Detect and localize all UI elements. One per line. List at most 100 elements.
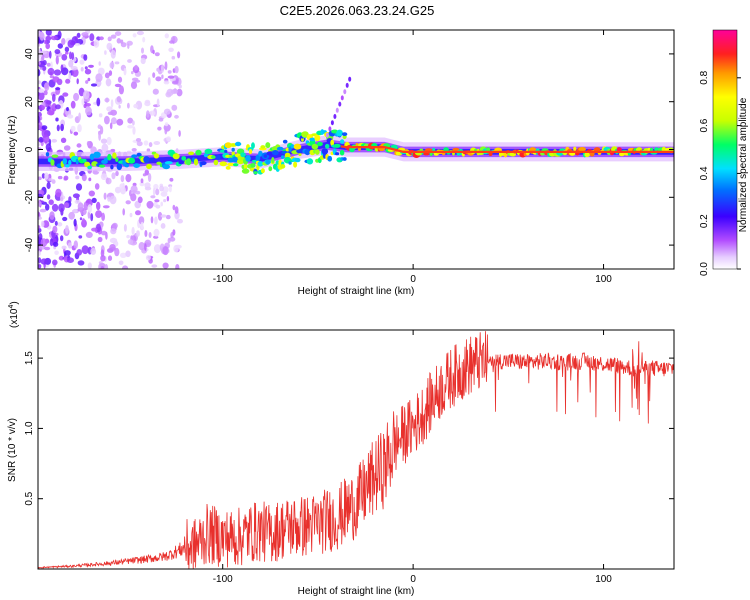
spectrogram-noise-blob: [58, 255, 65, 261]
spectrogram-noise-blob: [44, 172, 49, 180]
spectrogram-noise-blob: [81, 98, 85, 106]
spectrogram-noise-blob: [73, 218, 77, 227]
spectrogram-noise-blob: [157, 126, 162, 131]
spectrogram-noise-blob: [110, 49, 116, 59]
spectrogram-noise-blob: [169, 40, 175, 44]
spectrogram-noise-blob: [54, 49, 61, 55]
spectrogram-noise-blob: [178, 130, 181, 137]
spectrogram-noise-blob: [132, 120, 135, 126]
spectrogram-noise-blob: [52, 225, 58, 234]
spectrogram-noise-blob: [109, 195, 117, 205]
spectrogram-noise-blob: [67, 242, 72, 249]
spectrogram-noise-blob: [43, 90, 48, 96]
spectrogram-noise-blob: [54, 250, 59, 256]
spectrogram-y-tick-label: -20: [24, 190, 35, 205]
spectrogram-noise-blob: [153, 244, 162, 254]
spectrogram-ridge-patch: [258, 150, 263, 157]
spectrogram-noise-blob: [85, 231, 93, 238]
colorbar-tick-label: 0.6: [699, 118, 710, 132]
spectrogram-noise-blob: [100, 249, 105, 257]
spectrogram-ridge-patch: [423, 152, 430, 156]
spectrogram-noise-blob: [171, 80, 179, 85]
spectrogram-noise-blob: [51, 138, 58, 143]
spectrogram-noise-blob: [161, 74, 164, 79]
spectrogram-noise-blob: [119, 183, 125, 190]
spectrogram-noise-blob: [145, 255, 151, 261]
spectrogram-noise-blob: [120, 252, 127, 258]
spectrogram-noise-blob: [163, 108, 171, 115]
spectrogram-noise-blob: [61, 38, 66, 45]
spectrogram-noise-blob: [84, 66, 88, 70]
spectrogram-ridge-patch: [271, 157, 275, 164]
spectrogram-noise-blob: [38, 200, 42, 207]
spectrogram-noise-blob: [155, 188, 160, 196]
spectrogram-noise-blob: [63, 175, 69, 181]
spectrogram-noise-blob: [40, 258, 48, 265]
spectrogram-noise-blob: [111, 172, 116, 180]
spectrogram-noise-blob: [82, 90, 90, 100]
spectrogram-noise-blob: [153, 228, 160, 237]
spectrogram-ridge-patch: [193, 158, 199, 166]
spectrogram-noise-blob: [120, 42, 127, 48]
spectrogram-noise-blob: [90, 247, 97, 255]
spectrogram-noise-blob: [166, 195, 170, 202]
spectrogram-ridge-patch: [82, 158, 87, 163]
spectrogram-ridge-patch: [98, 164, 106, 168]
spectrogram-noise-blob: [151, 264, 158, 268]
spectrogram-noise-blob: [61, 245, 67, 250]
spectrogram-noise-blob: [97, 81, 102, 86]
spectrogram-ridge-patch: [296, 149, 304, 154]
spectrogram-noise-blob: [160, 214, 167, 218]
spectrogram-noise-blob: [86, 141, 91, 146]
spectrogram-noise-blob: [100, 255, 106, 262]
spectrogram-ridge-patch: [339, 149, 345, 156]
spectrogram-noise-blob: [169, 236, 176, 242]
spectrogram-ridge-patch: [339, 139, 345, 144]
spectrogram-ridge-patch: [143, 156, 150, 164]
spectrogram-ridge-patch: [250, 162, 256, 168]
spectrogram-noise-blob: [66, 257, 74, 264]
spectrogram-noise-blob: [154, 199, 160, 203]
spectrogram-noise-blob: [153, 141, 161, 145]
spectrogram-ridge-patch: [204, 148, 213, 155]
snr-panel: -100 0 100 0.5 1.0 1.5 Height of straight li…: [7, 301, 675, 597]
spectrogram-noise-blob: [114, 31, 122, 36]
colorbar: 0.0 0.2 0.4 0.6 0.8 Normalized spectral ampl…: [699, 29, 749, 276]
spectrogram-noise-blob: [168, 185, 172, 193]
spectrogram-noise-blob: [130, 193, 137, 202]
spectrogram-noise-blob: [38, 176, 42, 181]
spectrogram-ridge-patch: [311, 143, 319, 150]
spectrogram-noise-blob: [62, 92, 69, 97]
spectrogram-noise-blob: [160, 201, 163, 207]
spectrogram-ridge-patch: [293, 143, 302, 150]
spectrogram-noise-blob: [38, 236, 41, 245]
spectrogram-noise-blob: [131, 226, 135, 236]
spectrogram-ridge-patch: [304, 149, 311, 156]
spectrogram-noise-blob: [132, 33, 137, 38]
spectrogram-noise-blob: [156, 98, 160, 107]
spectrogram-ridge-patch: [288, 146, 292, 153]
spectrogram-noise-blob: [143, 140, 149, 146]
spectrogram-noise-blob: [52, 259, 58, 266]
spectrogram-noise-blob: [73, 92, 80, 102]
spectrogram-noise-blob: [169, 177, 174, 182]
spectrogram-noise-blob: [77, 124, 82, 133]
spectrogram-noise-blob: [48, 178, 53, 182]
spectrogram-noise-blob: [38, 105, 45, 111]
spectrogram-ridge-patch: [231, 147, 235, 152]
spectrogram-streak-blob: [345, 82, 349, 88]
spectrogram-noise-blob: [52, 241, 59, 247]
spectrogram-noise-blob: [38, 225, 41, 229]
snr-scale-prefix: (x10: [9, 308, 20, 328]
spectrogram-panel: -100 0 100 -40 -20 0 20 40 Height of straight …: [7, 29, 675, 297]
spectrogram-noise-blob: [109, 61, 115, 69]
spectrogram-noise-blob: [95, 73, 103, 82]
spectrogram-noise-blob: [38, 36, 41, 44]
spectrogram-noise-blob: [38, 216, 43, 220]
spectrogram-noise-blob: [146, 110, 150, 118]
spectrogram-ridge-patch: [133, 163, 141, 169]
snr-x-ticks: -100 0 100: [213, 330, 612, 585]
spectrogram-noise-blob: [55, 188, 62, 198]
spectrogram-noise-blob: [84, 68, 92, 75]
spectrogram-noise-blob: [88, 190, 96, 197]
